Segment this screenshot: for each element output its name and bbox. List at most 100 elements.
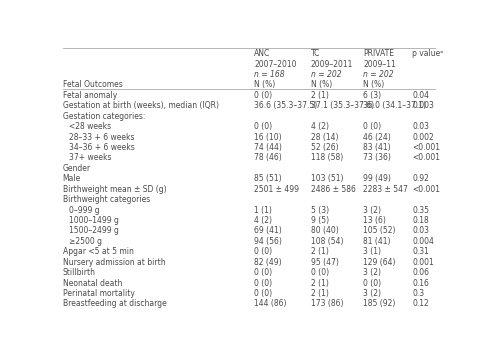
- Text: 36.6 (35.3–37.5): 36.6 (35.3–37.5): [254, 101, 317, 110]
- Text: 37+ weeks: 37+ weeks: [69, 154, 111, 162]
- Text: n = 202: n = 202: [310, 70, 341, 79]
- Text: N (%): N (%): [363, 80, 384, 89]
- Text: 3 (2): 3 (2): [363, 289, 380, 298]
- Text: Fetal Outcomes: Fetal Outcomes: [62, 80, 122, 89]
- Text: 36.0 (34.1–37.1): 36.0 (34.1–37.1): [363, 101, 425, 110]
- Text: 83 (41): 83 (41): [363, 143, 390, 152]
- Text: 85 (51): 85 (51): [254, 174, 281, 183]
- Text: 2007–2010: 2007–2010: [254, 60, 296, 68]
- Text: <0.001: <0.001: [411, 185, 439, 194]
- Text: 2009–11: 2009–11: [363, 60, 395, 68]
- Text: 0 (0): 0 (0): [310, 268, 328, 277]
- Text: 0 (0): 0 (0): [363, 279, 380, 288]
- Text: 74 (44): 74 (44): [254, 143, 282, 152]
- Text: 46 (24): 46 (24): [363, 133, 390, 142]
- Text: 2486 ± 586: 2486 ± 586: [310, 185, 355, 194]
- Text: 0 (0): 0 (0): [254, 268, 272, 277]
- Text: 2 (1): 2 (1): [310, 91, 328, 100]
- Text: 3 (2): 3 (2): [363, 268, 380, 277]
- Text: 94 (56): 94 (56): [254, 237, 282, 246]
- Text: 0 (0): 0 (0): [254, 247, 272, 256]
- Text: 185 (92): 185 (92): [363, 299, 395, 309]
- Text: 173 (86): 173 (86): [310, 299, 342, 309]
- Text: 0 (0): 0 (0): [363, 122, 380, 131]
- Text: Neonatal death: Neonatal death: [62, 279, 121, 288]
- Text: Stillbirth: Stillbirth: [62, 268, 95, 277]
- Text: 105 (52): 105 (52): [363, 227, 395, 235]
- Text: 99 (49): 99 (49): [363, 174, 390, 183]
- Text: Nursery admission at birth: Nursery admission at birth: [62, 258, 165, 267]
- Text: 2009–2011: 2009–2011: [310, 60, 352, 68]
- Text: n = 168: n = 168: [254, 70, 284, 79]
- Text: 0.16: 0.16: [411, 279, 428, 288]
- Text: 0.35: 0.35: [411, 206, 428, 215]
- Text: Birthweight mean ± SD (g): Birthweight mean ± SD (g): [62, 185, 166, 194]
- Text: 0.003: 0.003: [411, 101, 433, 110]
- Text: 1 (1): 1 (1): [254, 206, 272, 215]
- Text: Perinatal mortality: Perinatal mortality: [62, 289, 134, 298]
- Text: 0.18: 0.18: [411, 216, 428, 225]
- Text: 3 (1): 3 (1): [363, 247, 380, 256]
- Text: 2 (1): 2 (1): [310, 289, 328, 298]
- Text: 13 (6): 13 (6): [363, 216, 385, 225]
- Text: 80 (40): 80 (40): [310, 227, 338, 235]
- Text: 0.001: 0.001: [411, 258, 433, 267]
- Text: 3 (2): 3 (2): [363, 206, 380, 215]
- Text: N (%): N (%): [254, 80, 275, 89]
- Text: 16 (10): 16 (10): [254, 133, 281, 142]
- Text: Fetal anomaly: Fetal anomaly: [62, 91, 117, 100]
- Text: 1500–2499 g: 1500–2499 g: [69, 227, 119, 235]
- Text: 0.3: 0.3: [411, 289, 424, 298]
- Text: 2501 ± 499: 2501 ± 499: [254, 185, 299, 194]
- Text: 6 (3): 6 (3): [363, 91, 380, 100]
- Text: 37.1 (35.3–37.6): 37.1 (35.3–37.6): [310, 101, 373, 110]
- Text: 34–36 + 6 weeks: 34–36 + 6 weeks: [69, 143, 135, 152]
- Text: 2 (1): 2 (1): [310, 279, 328, 288]
- Text: 129 (64): 129 (64): [363, 258, 395, 267]
- Text: 0 (0): 0 (0): [254, 91, 272, 100]
- Text: N (%): N (%): [310, 80, 331, 89]
- Text: 73 (36): 73 (36): [363, 154, 390, 162]
- Text: Gestation categories:: Gestation categories:: [62, 112, 145, 121]
- Text: PRIVATE: PRIVATE: [363, 49, 393, 58]
- Text: Birthweight categories: Birthweight categories: [62, 195, 150, 204]
- Text: 4 (2): 4 (2): [310, 122, 328, 131]
- Text: 9 (5): 9 (5): [310, 216, 328, 225]
- Text: TC: TC: [310, 49, 319, 58]
- Text: 118 (58): 118 (58): [310, 154, 342, 162]
- Text: n = 202: n = 202: [363, 70, 393, 79]
- Text: 0.92: 0.92: [411, 174, 428, 183]
- Text: Apgar <5 at 5 min: Apgar <5 at 5 min: [62, 247, 133, 256]
- Text: 0.12: 0.12: [411, 299, 428, 309]
- Text: 28–33 + 6 weeks: 28–33 + 6 weeks: [69, 133, 135, 142]
- Text: 1000–1499 g: 1000–1499 g: [69, 216, 119, 225]
- Text: Gender: Gender: [62, 164, 91, 173]
- Text: 0.31: 0.31: [411, 247, 428, 256]
- Text: ANC: ANC: [254, 49, 270, 58]
- Text: 0 (0): 0 (0): [254, 289, 272, 298]
- Text: 78 (46): 78 (46): [254, 154, 281, 162]
- Text: 0.03: 0.03: [411, 122, 428, 131]
- Text: 28 (14): 28 (14): [310, 133, 337, 142]
- Text: 0.004: 0.004: [411, 237, 433, 246]
- Text: 103 (51): 103 (51): [310, 174, 342, 183]
- Text: 0.04: 0.04: [411, 91, 428, 100]
- Text: 5 (3): 5 (3): [310, 206, 328, 215]
- Text: p valueᵃ: p valueᵃ: [411, 49, 442, 58]
- Text: 95 (47): 95 (47): [310, 258, 338, 267]
- Text: ≥2500 g: ≥2500 g: [69, 237, 102, 246]
- Text: 0 (0): 0 (0): [254, 279, 272, 288]
- Text: 144 (86): 144 (86): [254, 299, 286, 309]
- Text: 82 (49): 82 (49): [254, 258, 281, 267]
- Text: <0.001: <0.001: [411, 154, 439, 162]
- Text: 108 (54): 108 (54): [310, 237, 342, 246]
- Text: 0.03: 0.03: [411, 227, 428, 235]
- Text: Breastfeeding at discharge: Breastfeeding at discharge: [62, 299, 166, 309]
- Text: 4 (2): 4 (2): [254, 216, 272, 225]
- Text: 2283 ± 547: 2283 ± 547: [363, 185, 407, 194]
- Text: 0 (0): 0 (0): [254, 122, 272, 131]
- Text: <28 weeks: <28 weeks: [69, 122, 111, 131]
- Text: Male: Male: [62, 174, 81, 183]
- Text: 69 (41): 69 (41): [254, 227, 281, 235]
- Text: 52 (26): 52 (26): [310, 143, 337, 152]
